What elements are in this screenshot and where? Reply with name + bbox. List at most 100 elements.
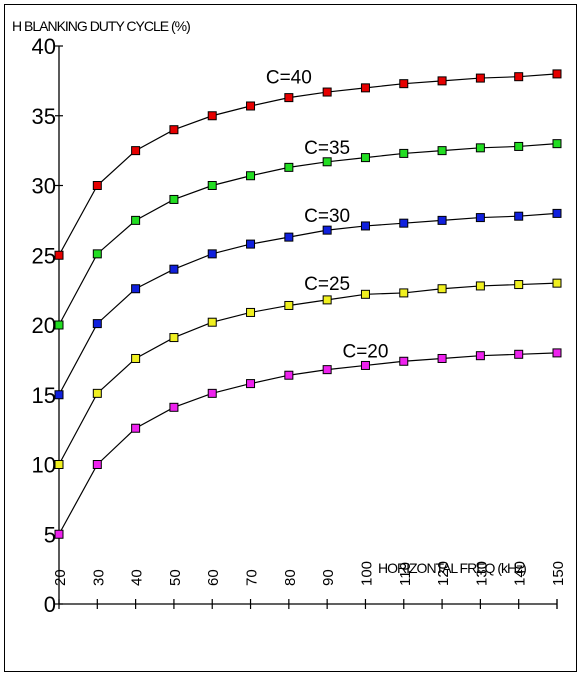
chart-frame [4,4,577,672]
y-tick-label: 40 [32,34,56,59]
ticks: 0 5 10 15 20 25 30 35 40 20 30 40 50 60 70 80 90 100 110 12… [32,34,567,617]
data-point [131,146,141,156]
data-point [54,320,64,330]
data-point [475,73,485,83]
data-point [246,171,256,181]
data-point [475,213,485,223]
data-point [131,215,141,225]
y-tick-label: 5 [44,522,56,547]
series-line [58,143,558,326]
data-point [54,460,64,469]
series-label: C=35 [304,138,350,159]
data-point [552,348,562,358]
data-point [360,153,370,163]
data-point [437,353,447,363]
data-point [92,319,102,329]
data-point [54,529,64,539]
data-point [552,208,562,218]
data-point [207,181,217,190]
data-point [399,79,409,89]
data-point [54,250,64,260]
series-line [58,212,558,396]
data-point [322,365,332,375]
y-tick-label: 20 [32,313,56,338]
data-point [246,239,256,249]
data-point [437,76,447,86]
data-point [399,148,409,158]
data-point [552,278,562,288]
data-point [169,402,179,412]
x-tick-label: 110 [397,562,414,586]
y-tick-label: 35 [32,104,56,129]
data-point [284,162,294,172]
x-tick-label: 80 [282,569,299,586]
data-point [552,139,562,149]
series-label: C=20 [342,341,388,362]
x-tick-label: 50 [167,569,184,586]
data-point [131,284,141,294]
x-tick-label: 60 [205,569,222,586]
data-point [92,181,102,190]
data-point [169,333,179,343]
x-tick-label: 20 [52,569,69,586]
data-point [514,280,524,290]
data-point [360,221,370,231]
data-point [360,360,370,370]
data-point [131,353,141,363]
data-point [246,379,256,389]
data-point [284,93,294,103]
data-point [92,249,102,259]
x-tick-label: 40 [129,569,146,586]
data-point [207,388,217,398]
data-point [360,289,370,299]
data-point [169,264,179,274]
x-tick-label: 120 [435,561,452,586]
y-tick-label: 15 [32,383,56,408]
x-axis-title: HORIZONTAL FREQ (kHz) [378,560,526,576]
y-tick-label: 25 [32,243,56,268]
data-point [207,111,217,121]
data-point [246,101,256,111]
data-point [284,232,294,242]
data-point [360,83,370,93]
data-point [284,370,294,380]
series-label: C=25 [304,274,350,295]
x-tick-label: 30 [90,569,107,586]
data-point [322,87,332,97]
y-axis-title: H BLANKING DUTY CYCLE (%) [12,18,190,34]
data-point [207,249,217,259]
x-tick-label: 90 [320,569,337,586]
data-point [399,218,409,228]
data-point [475,281,485,291]
data-point [437,146,447,156]
x-tick-label: 100 [358,561,375,586]
x-tick-label: 140 [512,561,529,586]
series-lines [58,73,558,535]
data-point [475,143,485,153]
series-label: C=40 [266,68,312,89]
series-line [58,352,558,535]
data-point [169,125,179,135]
x-tick-label: 150 [550,561,567,586]
data-point [169,194,179,204]
y-tick-label: 0 [44,592,56,617]
x-tick-label: 130 [473,561,490,586]
data-point [437,284,447,294]
data-point [552,69,562,79]
data-point [131,423,141,433]
data-point [54,390,64,400]
data-point [246,307,256,317]
series-markers [54,69,562,539]
data-point [399,356,409,366]
y-tick-label: 10 [32,453,56,478]
data-point [92,460,102,469]
data-point [322,157,332,167]
data-point [322,295,332,305]
axes [58,46,557,605]
y-tick-label: 30 [32,174,56,199]
data-point [514,141,524,151]
data-point [207,317,217,327]
series-labels: C=40 C=35 C=30 C=25 C=20 [266,68,389,363]
data-point [92,388,102,398]
series-line [58,73,558,256]
